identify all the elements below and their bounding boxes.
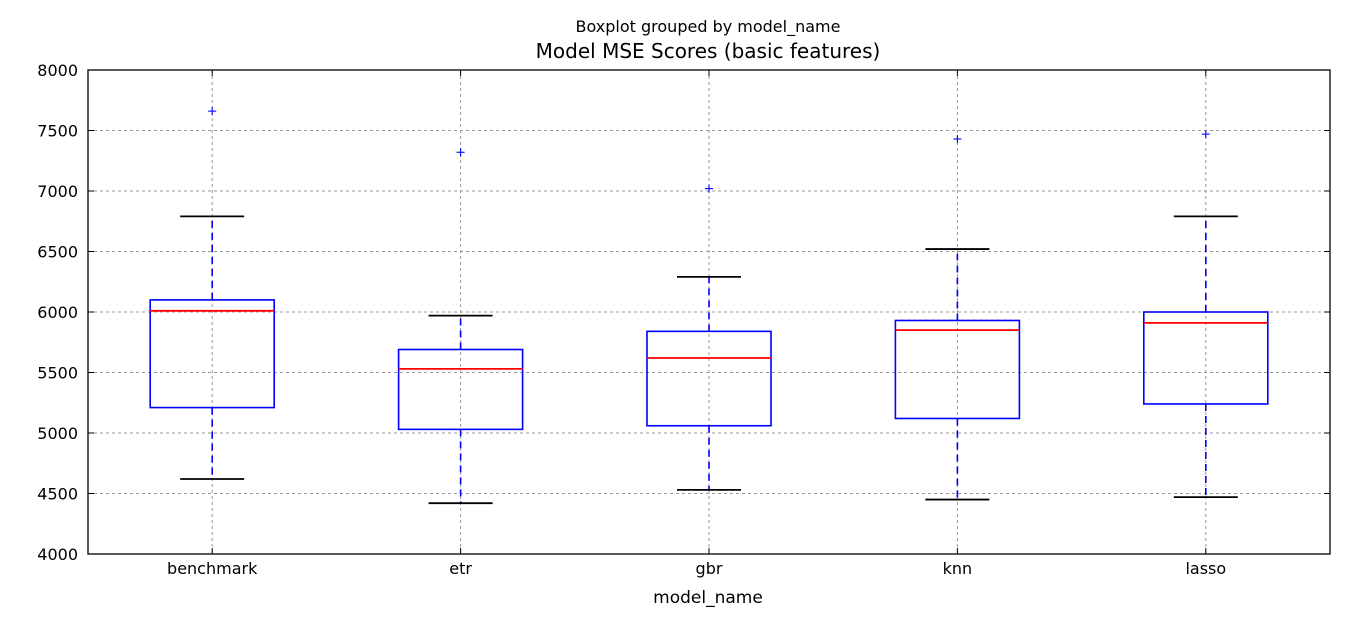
x-tick-label: lasso xyxy=(1185,559,1226,578)
chart-title: Model MSE Scores (basic features) xyxy=(536,39,881,63)
x-tick-label: benchmark xyxy=(167,559,258,578)
x-axis-label: model_name xyxy=(653,588,763,608)
box-group-knn xyxy=(894,134,1021,501)
box-elements xyxy=(149,107,1269,505)
iqr-box xyxy=(149,299,275,409)
y-tick-label: 7500 xyxy=(37,122,78,141)
box-group-etr xyxy=(397,148,524,505)
flier-marker xyxy=(953,134,962,143)
flier-marker xyxy=(208,107,217,116)
x-tick-label: gbr xyxy=(696,559,723,578)
iqr-box xyxy=(397,348,524,431)
iqr-box xyxy=(646,330,772,427)
y-axis-ticks: 4000 4500 5000 5500 6000 6500 7000 7500 8000 xyxy=(37,61,1330,564)
flier-marker xyxy=(1201,130,1210,139)
y-tick-label: 4500 xyxy=(37,485,78,504)
y-tick-label: 5000 xyxy=(37,424,78,443)
y-tick-label: 6500 xyxy=(37,243,78,262)
y-tick-label: 4000 xyxy=(37,545,78,564)
chart-suptitle: Boxplot grouped by model_name xyxy=(576,17,841,37)
box-group-lasso xyxy=(1143,130,1269,499)
y-tick-label: 6000 xyxy=(37,303,78,322)
iqr-box xyxy=(894,319,1021,420)
iqr-box xyxy=(1143,311,1269,405)
y-tick-label: 5500 xyxy=(37,364,78,383)
x-tick-label: etr xyxy=(449,559,472,578)
y-tick-label: 7000 xyxy=(37,182,78,201)
x-tick-label: knn xyxy=(943,559,973,578)
y-tick-label: 8000 xyxy=(37,61,78,80)
x-axis-ticks: benchmark etr gbr knn lasso xyxy=(167,70,1226,578)
flier-marker xyxy=(456,148,465,157)
flier-marker xyxy=(705,184,713,193)
box-group-gbr xyxy=(646,184,772,491)
box-group-benchmark xyxy=(149,107,275,480)
